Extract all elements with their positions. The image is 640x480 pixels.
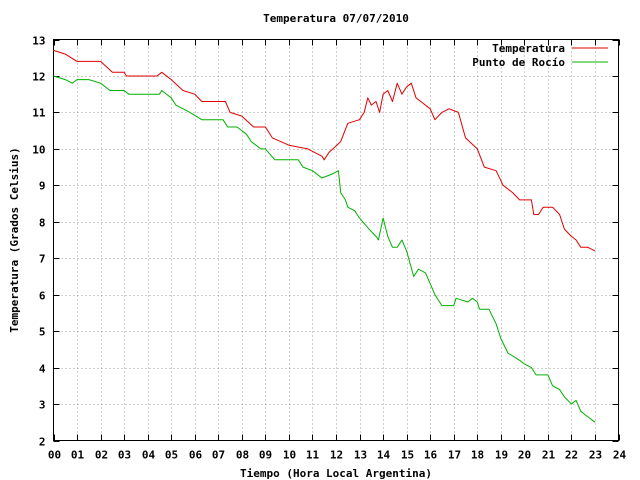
legend-label-temperatura: Temperatura: [492, 42, 565, 55]
y-tick-label: 4: [39, 363, 46, 376]
x-tick-label: 04: [142, 449, 156, 462]
x-tick-label: 09: [259, 449, 272, 462]
x-tick-labels: 00 01 02 03 04 05 06 07 08 09 10 11 12 13 14 15 16 17 18 19…: [48, 449, 627, 462]
y-axis-title: Temperatura (Grados Celsius): [8, 147, 21, 332]
x-tick-label: 02: [95, 449, 108, 462]
x-tick-label: 00: [48, 449, 61, 462]
y-tick-label: 12: [32, 71, 45, 84]
y-tick-label: 2: [39, 436, 46, 449]
y-tick-label: 6: [39, 290, 46, 303]
x-tick-label: 05: [165, 449, 178, 462]
x-tick-label: 19: [495, 449, 508, 462]
y-tick-label: 5: [39, 326, 46, 339]
x-axis-title: Tiempo (Hora Local Argentina): [240, 467, 432, 480]
y-tick-label: 8: [39, 217, 46, 230]
x-tick-label: 01: [71, 449, 85, 462]
series-layer: [53, 49, 596, 423]
x-tick-label: 11: [306, 449, 320, 462]
x-tick-label: 20: [518, 449, 531, 462]
y-tick-label: 10: [32, 144, 45, 157]
legend-label-punto-de-rocio: Punto de Rocío: [472, 56, 565, 69]
x-tick-label: 23: [589, 449, 602, 462]
x-tick-label: 22: [565, 449, 578, 462]
grid-lines: [53, 39, 619, 441]
x-tick-label: 17: [448, 449, 461, 462]
y-tick-labels: 2 3 4 5 6 7 8 9 10 11 12 13: [32, 35, 46, 449]
legend: Temperatura Punto de Rocío: [472, 42, 608, 69]
x-tick-label: 18: [471, 449, 484, 462]
x-tick-label: 08: [236, 449, 249, 462]
x-tick-label: 03: [118, 449, 131, 462]
y-tick-label: 3: [39, 399, 46, 412]
y-tick-label: 13: [32, 35, 45, 48]
y-tick-label: 9: [39, 180, 46, 193]
chart-title: Temperatura 07/07/2010: [263, 12, 409, 25]
series-line-temperatura: [53, 49, 596, 252]
y-tick-label: 11: [32, 107, 46, 120]
y-tick-label: 7: [39, 253, 46, 266]
x-tick-label: 13: [354, 449, 367, 462]
x-tick-label: 15: [401, 449, 414, 462]
x-tick-label: 14: [377, 449, 391, 462]
x-tick-label: 07: [212, 449, 225, 462]
x-tick-label: 16: [424, 449, 438, 462]
x-tick-label: 21: [542, 449, 556, 462]
series-line-punto-de-rocio: [53, 75, 596, 423]
x-tick-label: 10: [283, 449, 296, 462]
x-tick-label: 24: [613, 449, 627, 462]
x-tick-label: 06: [189, 449, 203, 462]
x-tick-label: 12: [330, 449, 343, 462]
tick-marks: [53, 39, 620, 442]
